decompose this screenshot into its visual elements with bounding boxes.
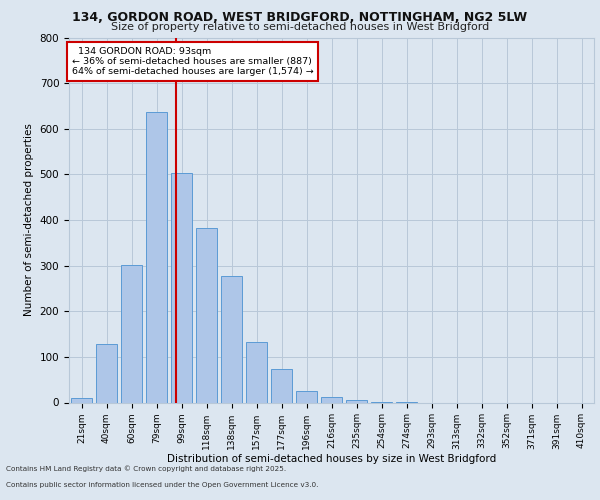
Bar [171,173,192,402]
Text: 134, GORDON ROAD, WEST BRIDGFORD, NOTTINGHAM, NG2 5LW: 134, GORDON ROAD, WEST BRIDGFORD, NOTTIN… [73,11,527,24]
Text: Contains public sector information licensed under the Open Government Licence v3: Contains public sector information licen… [6,482,319,488]
Bar [146,112,167,403]
Bar [196,228,217,402]
Bar [246,342,267,402]
Bar [71,398,92,402]
Bar [221,276,242,402]
X-axis label: Distribution of semi-detached houses by size in West Bridgford: Distribution of semi-detached houses by … [167,454,496,464]
Bar [96,344,117,403]
Y-axis label: Number of semi-detached properties: Number of semi-detached properties [24,124,34,316]
Bar [321,396,342,402]
Bar [271,369,292,402]
Bar [346,400,367,402]
Bar [121,265,142,402]
Text: Contains HM Land Registry data © Crown copyright and database right 2025.: Contains HM Land Registry data © Crown c… [6,466,286,472]
Bar [296,390,317,402]
Text: 134 GORDON ROAD: 93sqm
← 36% of semi-detached houses are smaller (887)
64% of se: 134 GORDON ROAD: 93sqm ← 36% of semi-det… [71,46,313,76]
Text: Size of property relative to semi-detached houses in West Bridgford: Size of property relative to semi-detach… [111,22,489,32]
